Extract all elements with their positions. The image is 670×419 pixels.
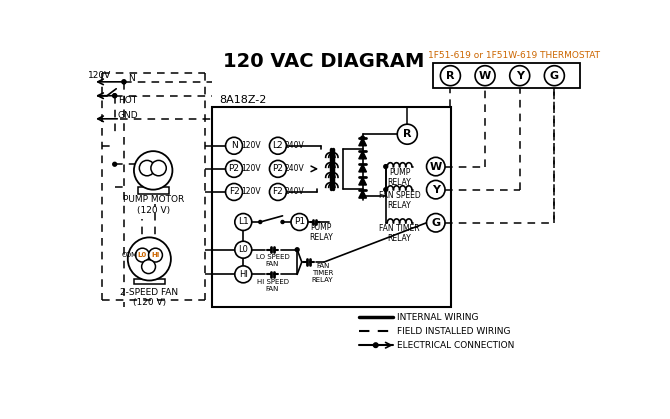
Text: 120V: 120V: [241, 164, 261, 173]
Circle shape: [427, 181, 445, 199]
Text: PUMP MOTOR
(120 V): PUMP MOTOR (120 V): [123, 195, 184, 215]
Text: P2: P2: [228, 164, 240, 173]
Polygon shape: [358, 190, 366, 198]
Polygon shape: [358, 151, 366, 159]
Text: 8A18Z-2: 8A18Z-2: [220, 95, 267, 105]
Text: F2: F2: [273, 187, 283, 197]
Text: W: W: [479, 71, 491, 81]
Text: L0: L0: [138, 252, 147, 258]
Text: R: R: [446, 71, 455, 81]
Circle shape: [134, 151, 172, 190]
Circle shape: [427, 157, 445, 176]
Circle shape: [384, 188, 388, 191]
Circle shape: [139, 160, 155, 176]
Circle shape: [259, 220, 262, 223]
Text: 120V: 120V: [241, 141, 261, 150]
Text: PUMP
RELAY: PUMP RELAY: [309, 223, 333, 243]
Text: INTERNAL WIRING: INTERNAL WIRING: [397, 313, 479, 322]
Circle shape: [113, 94, 117, 98]
Text: ELECTRICAL CONNECTION: ELECTRICAL CONNECTION: [397, 341, 515, 350]
Circle shape: [544, 66, 564, 86]
Text: G: G: [550, 71, 559, 81]
Text: Y: Y: [431, 185, 440, 195]
Text: LO SPEED
FAN: LO SPEED FAN: [256, 254, 289, 267]
Circle shape: [373, 343, 378, 347]
Circle shape: [360, 194, 364, 198]
Circle shape: [281, 220, 284, 223]
Text: FAN SPEED
RELAY: FAN SPEED RELAY: [379, 191, 421, 210]
Circle shape: [475, 66, 495, 86]
Circle shape: [440, 66, 460, 86]
Text: COM: COM: [122, 252, 138, 258]
Circle shape: [510, 66, 530, 86]
Circle shape: [234, 214, 252, 230]
Text: N: N: [128, 73, 135, 83]
Text: L0: L0: [239, 245, 248, 254]
Text: 240V: 240V: [285, 164, 305, 173]
Circle shape: [122, 80, 126, 84]
Text: 2-SPEED FAN
(120 V): 2-SPEED FAN (120 V): [121, 288, 178, 307]
Bar: [212, 107, 451, 308]
Circle shape: [128, 238, 171, 280]
Bar: [134, 279, 165, 285]
Circle shape: [427, 214, 445, 232]
Circle shape: [141, 260, 155, 274]
Text: FAN TIMER
RELAY: FAN TIMER RELAY: [379, 224, 420, 243]
Text: HOT: HOT: [118, 96, 137, 105]
Text: HI: HI: [239, 270, 248, 279]
Circle shape: [113, 162, 117, 166]
Circle shape: [122, 80, 126, 84]
Text: F2: F2: [228, 187, 239, 197]
Text: 1F51-619 or 1F51W-619 THERMOSTAT: 1F51-619 or 1F51W-619 THERMOSTAT: [428, 51, 600, 60]
Circle shape: [291, 214, 308, 230]
Circle shape: [295, 248, 299, 252]
Circle shape: [151, 160, 166, 176]
Text: G: G: [431, 218, 440, 228]
Circle shape: [269, 137, 286, 154]
Polygon shape: [358, 177, 366, 185]
Text: 240V: 240V: [285, 187, 305, 197]
Text: GND: GND: [117, 111, 138, 120]
Circle shape: [397, 124, 417, 144]
Circle shape: [149, 248, 162, 262]
Circle shape: [384, 165, 388, 168]
Circle shape: [360, 136, 364, 140]
Circle shape: [226, 137, 243, 154]
Text: P1: P1: [294, 217, 305, 227]
Text: N: N: [230, 141, 237, 150]
Circle shape: [113, 94, 117, 98]
Text: 120 VAC DIAGRAM: 120 VAC DIAGRAM: [223, 52, 425, 71]
Text: Y: Y: [516, 71, 524, 81]
Text: L1: L1: [238, 217, 249, 227]
Circle shape: [269, 160, 286, 177]
Text: HI SPEED
FAN: HI SPEED FAN: [257, 279, 289, 292]
Circle shape: [226, 184, 243, 200]
Polygon shape: [358, 164, 366, 172]
Text: FAN
TIMER
RELAY: FAN TIMER RELAY: [312, 263, 334, 283]
Text: W: W: [429, 162, 442, 171]
Circle shape: [135, 248, 149, 262]
Circle shape: [234, 266, 252, 283]
Circle shape: [269, 184, 286, 200]
Text: 120V: 120V: [241, 187, 261, 197]
Text: PUMP
RELAY: PUMP RELAY: [388, 168, 411, 187]
Bar: [433, 63, 580, 88]
Text: 240V: 240V: [285, 141, 305, 150]
Bar: [138, 187, 169, 194]
Text: FIELD INSTALLED WIRING: FIELD INSTALLED WIRING: [397, 327, 511, 336]
Text: P2: P2: [273, 164, 283, 173]
Text: 120V: 120V: [88, 71, 111, 80]
Circle shape: [226, 160, 243, 177]
Text: L2: L2: [273, 141, 283, 150]
Circle shape: [234, 241, 252, 258]
Text: HI: HI: [151, 252, 159, 258]
Text: R: R: [403, 129, 411, 139]
Polygon shape: [358, 138, 366, 146]
